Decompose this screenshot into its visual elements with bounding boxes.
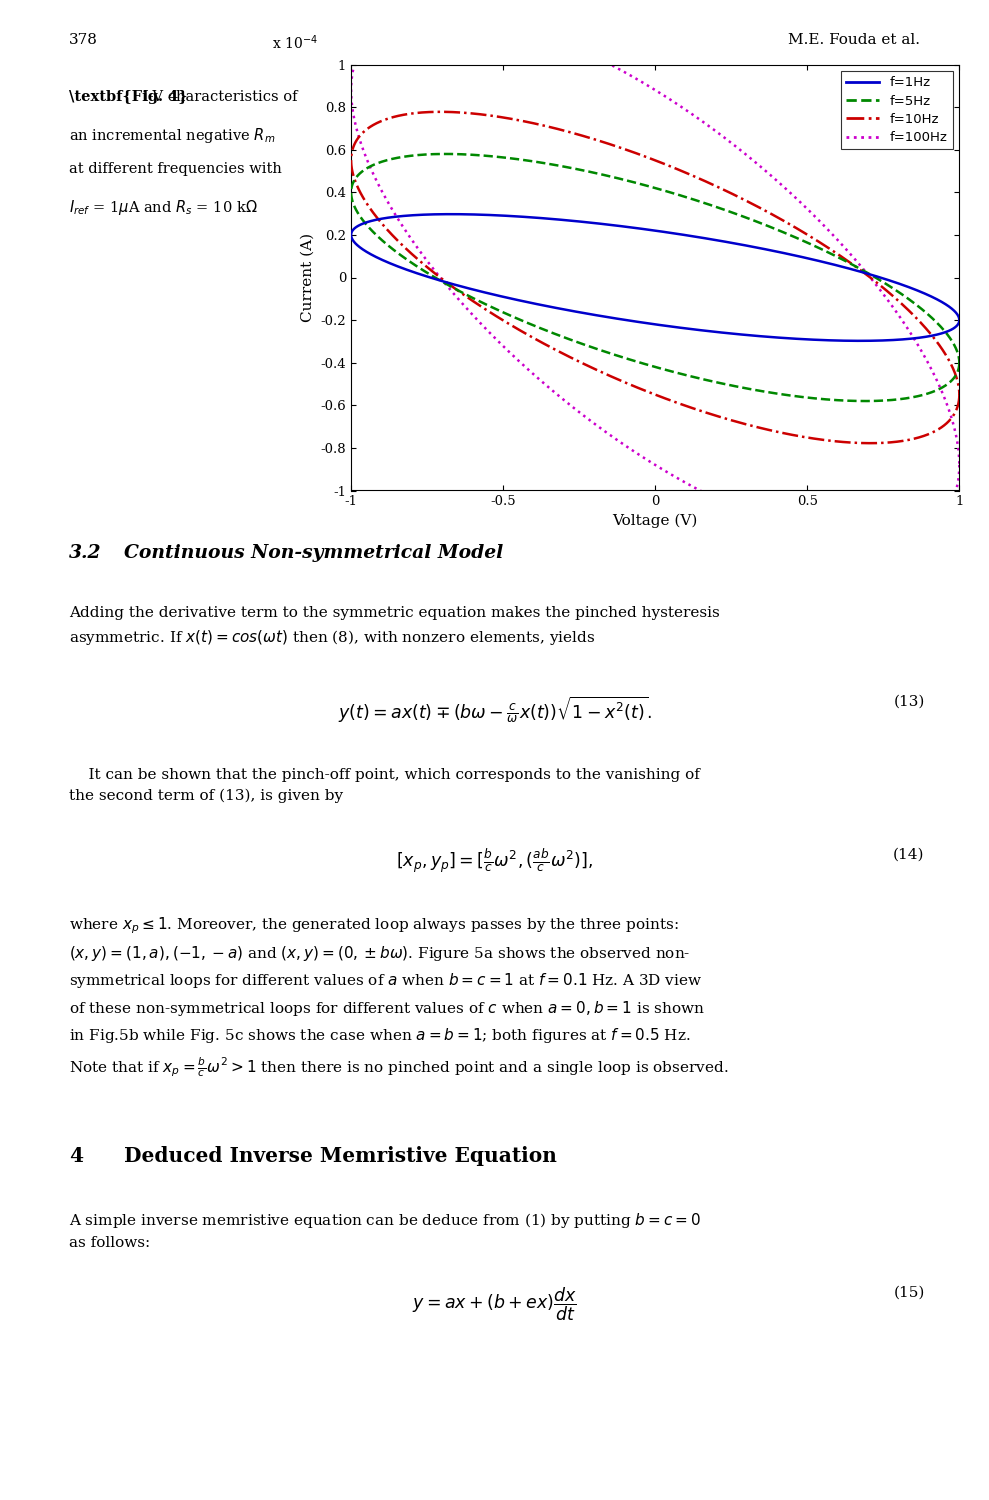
Text: M.E. Fouda et al.: M.E. Fouda et al. [788, 33, 920, 46]
Text: 378: 378 [69, 33, 98, 46]
Text: where $x_p \leq 1$. Moreover, the generated loop always passes by the three poin: where $x_p \leq 1$. Moreover, the genera… [69, 915, 729, 1080]
Text: (13): (13) [893, 694, 925, 708]
Text: (14): (14) [893, 847, 925, 861]
Text: 4: 4 [69, 1146, 83, 1166]
Text: an incremental negative $R_m$: an incremental negative $R_m$ [69, 126, 276, 146]
Text: Continuous Non-symmetrical Model: Continuous Non-symmetrical Model [124, 544, 502, 562]
Text: 3.2: 3.2 [69, 544, 102, 562]
Text: $y(t) = ax(t) \mp (b\omega - \frac{c}{\omega}x(t))\sqrt{1-x^2(t)}.$: $y(t) = ax(t) \mp (b\omega - \frac{c}{\o… [337, 694, 652, 726]
Text: x 10$^{-4}$: x 10$^{-4}$ [272, 33, 317, 51]
Text: It can be shown that the pinch-off point, which corresponds to the vanishing of
: It can be shown that the pinch-off point… [69, 768, 700, 802]
Y-axis label: Current (A): Current (A) [301, 232, 315, 322]
Text: at different frequencies with: at different frequencies with [69, 162, 282, 176]
Legend: f=1Hz, f=5Hz, f=10Hz, f=100Hz: f=1Hz, f=5Hz, f=10Hz, f=100Hz [841, 70, 952, 150]
Text: \textbf{Fig. 4}: \textbf{Fig. 4} [69, 90, 188, 104]
Text: Adding the derivative term to the symmetric equation makes the pinched hysteresi: Adding the derivative term to the symmet… [69, 606, 720, 648]
Text: I-V characteristics of: I-V characteristics of [143, 90, 298, 104]
Text: $I_{ref}$ = 1$\mu$A and $R_s$ = 10 k$\Omega$: $I_{ref}$ = 1$\mu$A and $R_s$ = 10 k$\Om… [69, 198, 258, 217]
Text: Deduced Inverse Memristive Equation: Deduced Inverse Memristive Equation [124, 1146, 557, 1166]
Text: A simple inverse memristive equation can be deduce from (1) by putting $b = c = : A simple inverse memristive equation can… [69, 1210, 701, 1249]
Text: $y = ax + (b + ex)\dfrac{dx}{dt}$: $y = ax + (b + ex)\dfrac{dx}{dt}$ [412, 1286, 577, 1323]
Text: $[x_p, y_p] = [\frac{b}{c}\omega^2, (\frac{ab}{c}\omega^2)],$: $[x_p, y_p] = [\frac{b}{c}\omega^2, (\fr… [396, 847, 593, 876]
Text: (15): (15) [893, 1286, 925, 1299]
X-axis label: Voltage (V): Voltage (V) [612, 514, 698, 528]
